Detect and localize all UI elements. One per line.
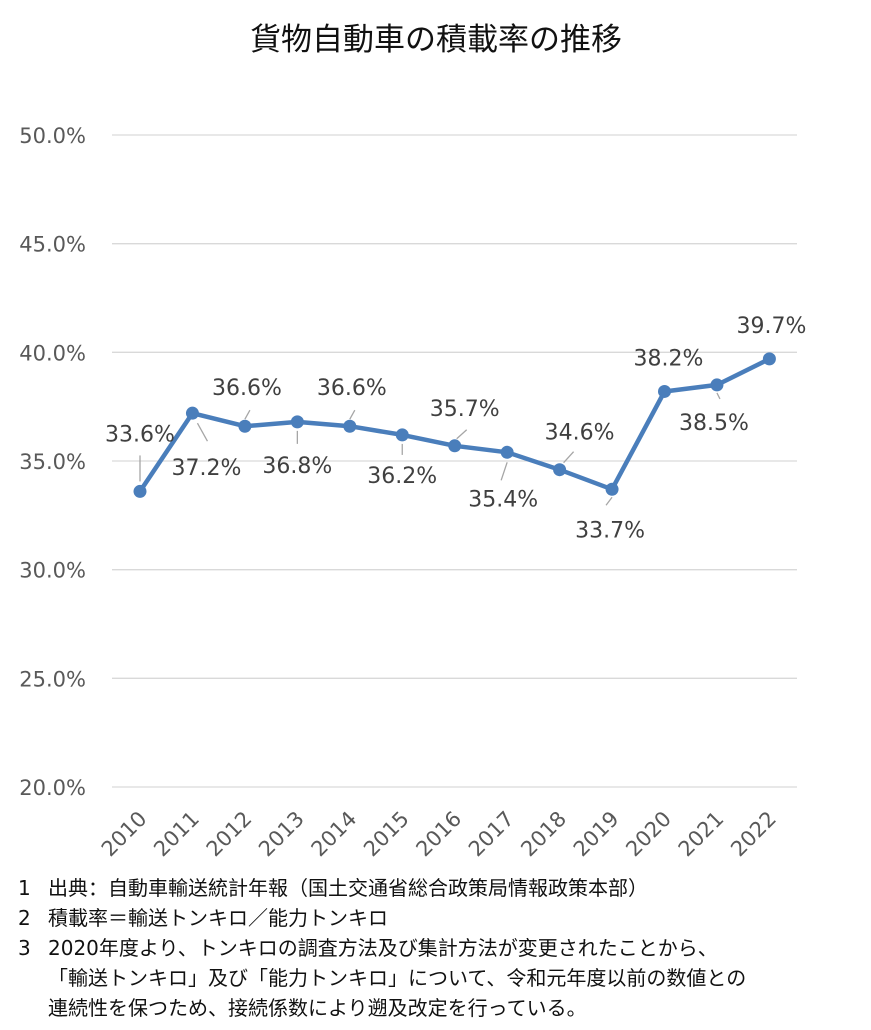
gridlines: [112, 134, 797, 788]
data-point: [343, 419, 357, 433]
x-tick-label: 2020: [621, 807, 676, 862]
x-tick-label: 2016: [411, 807, 466, 862]
x-tick-label: 2013: [254, 807, 309, 862]
data-point: [290, 415, 304, 429]
data-label: 36.6%: [317, 376, 387, 401]
data-label: 35.4%: [468, 487, 538, 512]
x-tick-label: 2021: [674, 807, 729, 862]
data-point: [238, 419, 252, 433]
line-chart: 貨物自動車の積載率の推移 20.0% 25.0% 30.0% 35.0% 40.0% 45…: [19, 22, 806, 862]
footnote-number: 1: [18, 876, 31, 900]
y-tick-label: 25.0%: [19, 667, 86, 691]
data-label: 39.7%: [736, 314, 806, 339]
data-label: 36.2%: [367, 464, 437, 489]
leader-line: [716, 392, 721, 400]
footnote-number: 3: [18, 936, 31, 960]
x-tick-label: 2012: [202, 807, 257, 862]
y-tick-label: 20.0%: [19, 776, 86, 800]
footnote-text: 2020年度より、トンキロの調査方法及び集計方法が変更されたことから、 「輸送ト…: [48, 936, 747, 1020]
y-tick-label: 30.0%: [19, 559, 86, 583]
footnotes: 1 出典：自動車輸送統計年報（国土交通省総合政策局情報政策本部） 2 積載率＝輸…: [18, 873, 863, 1023]
data-points: [133, 352, 776, 498]
data-point: [133, 484, 147, 498]
leader-line: [244, 409, 251, 420]
leader-line: [563, 451, 575, 464]
x-tick-label: 2010: [97, 807, 152, 862]
y-axis-tick-labels: 20.0% 25.0% 30.0% 35.0% 40.0% 45.0% 50.0%: [19, 124, 86, 800]
leader-line: [456, 429, 468, 440]
chart-title: 貨物自動車の積載率の推移: [250, 22, 622, 58]
y-tick-label: 50.0%: [19, 124, 86, 148]
data-point: [500, 445, 514, 459]
data-label: 34.6%: [545, 421, 615, 446]
x-tick-label: 2014: [307, 807, 362, 862]
y-tick-label: 40.0%: [19, 341, 86, 365]
data-point: [185, 406, 199, 420]
data-point: [710, 378, 724, 392]
data-point: [762, 352, 776, 366]
footnote-text: 積載率＝輸送トンキロ／能力トンキロ: [48, 906, 388, 930]
x-tick-label: 2011: [149, 807, 204, 862]
data-label: 35.7%: [430, 397, 500, 422]
data-point: [395, 428, 409, 442]
data-point: [448, 439, 462, 453]
leader-line: [349, 409, 356, 420]
data-label: 38.2%: [634, 346, 704, 371]
data-label: 36.8%: [262, 454, 332, 479]
x-tick-label: 2015: [359, 807, 414, 862]
data-point: [553, 463, 567, 477]
footnote-text: 出典：自動車輸送統計年報（国土交通省総合政策局情報政策本部）: [48, 876, 648, 900]
leader-line: [196, 422, 209, 442]
footnote: 3 2020年度より、トンキロの調査方法及び集計方法が変更されたことから、 「輸…: [18, 933, 863, 1023]
label-leader-lines: [139, 392, 721, 506]
x-tick-label: 2018: [516, 807, 571, 862]
x-tick-label: 2019: [569, 807, 624, 862]
footnote: 2 積載率＝輸送トンキロ／能力トンキロ: [18, 903, 863, 933]
x-tick-label: 2017: [464, 807, 519, 862]
x-axis-tick-labels: 2010201120122013201420152016201720182019…: [97, 807, 781, 862]
data-label: 33.7%: [575, 518, 645, 543]
data-point: [605, 482, 619, 496]
data-label: 33.6%: [105, 422, 175, 447]
y-tick-label: 45.0%: [19, 233, 86, 257]
x-tick-label: 2022: [726, 807, 781, 862]
data-labels: 33.6% 37.2% 36.6% 36.8% 36.6% 36.2% 35.7% 35.4%…: [105, 314, 806, 543]
data-label: 37.2%: [172, 456, 242, 481]
leader-line: [500, 462, 508, 481]
data-point: [658, 384, 671, 398]
footnote-number: 2: [18, 906, 31, 930]
footnote: 1 出典：自動車輸送統計年報（国土交通省総合政策局情報政策本部）: [18, 873, 863, 903]
leader-line: [605, 496, 613, 506]
data-label: 38.5%: [679, 411, 749, 436]
y-tick-label: 35.0%: [19, 450, 86, 474]
data-label: 36.6%: [212, 376, 282, 401]
